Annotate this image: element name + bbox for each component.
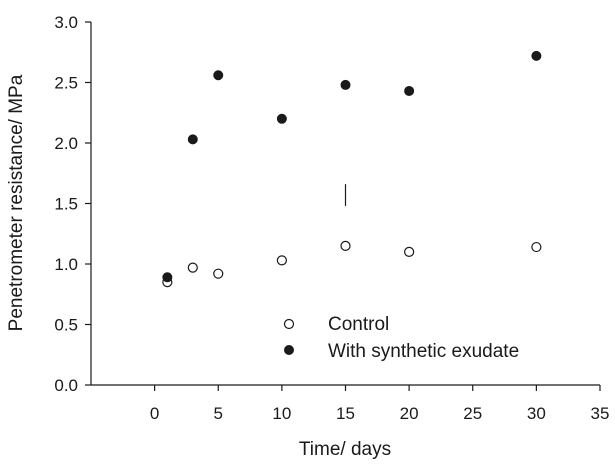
x-tick-label: 0 bbox=[150, 404, 159, 423]
exudate-point bbox=[187, 134, 198, 145]
y-tick-label: 0.0 bbox=[54, 376, 78, 395]
y-tick-label: 3.0 bbox=[54, 13, 78, 32]
control-point bbox=[404, 246, 415, 257]
control-point bbox=[276, 255, 287, 266]
x-tick-label: 5 bbox=[214, 404, 223, 423]
legend-marker-control bbox=[283, 318, 295, 330]
y-axis-title: Penetrometer resistance/ MPa bbox=[6, 74, 27, 331]
y-tick-label: 2.0 bbox=[54, 134, 78, 153]
exudate-point bbox=[162, 272, 173, 283]
x-tick-label: 20 bbox=[400, 404, 419, 423]
data-points bbox=[162, 50, 542, 288]
legend-label-control: Control bbox=[328, 314, 389, 335]
exudate-point bbox=[531, 50, 542, 61]
legend: Control With synthetic exudate bbox=[283, 314, 519, 362]
y-tick-label: 1.0 bbox=[54, 255, 78, 274]
legend-label-exudate: With synthetic exudate bbox=[328, 341, 519, 362]
exudate-point bbox=[340, 79, 351, 90]
legend-marker-exudate bbox=[284, 345, 294, 355]
x-tick-label: 15 bbox=[336, 404, 355, 423]
tick-labels: 0.0 0.5 1.0 1.5 2.0 2.5 3.0 0 5 10 15 20 25 30 35 bbox=[54, 13, 609, 423]
y-tick-label: 0.5 bbox=[54, 316, 78, 335]
x-axis-title: Time/ days bbox=[299, 439, 391, 460]
exudate-point bbox=[213, 70, 224, 81]
x-tick-label: 30 bbox=[527, 404, 546, 423]
x-tick-label: 35 bbox=[591, 404, 610, 423]
control-point bbox=[187, 262, 198, 273]
ticks bbox=[85, 21, 601, 391]
control-point bbox=[213, 268, 224, 279]
exudate-point bbox=[404, 85, 415, 96]
control-point bbox=[340, 240, 351, 251]
exudate-point bbox=[276, 113, 287, 124]
control-point bbox=[531, 241, 542, 253]
x-tick-label: 25 bbox=[463, 404, 482, 423]
y-tick-label: 1.5 bbox=[54, 195, 78, 214]
x-tick-label: 10 bbox=[272, 404, 291, 423]
y-tick-label: 2.5 bbox=[54, 74, 78, 93]
